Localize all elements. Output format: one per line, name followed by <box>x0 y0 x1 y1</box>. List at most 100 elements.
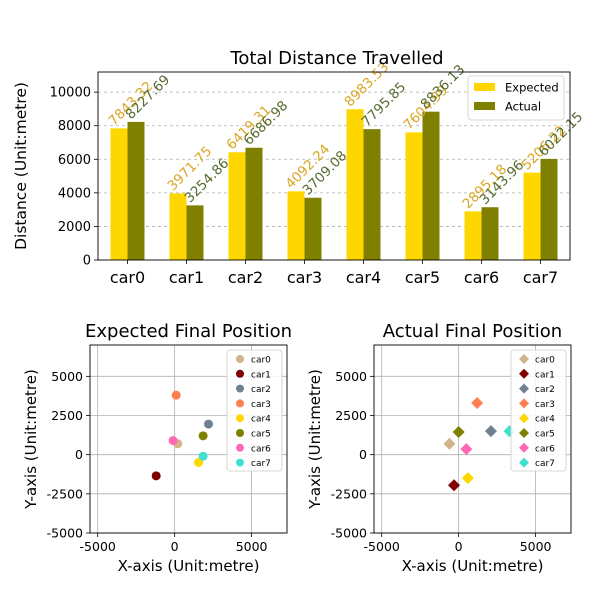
legend-label: car1 <box>251 370 271 380</box>
y-tick-label: 2000 <box>58 220 91 235</box>
y-tick-label: 2500 <box>51 408 83 423</box>
x-tick-label: car0 <box>110 268 145 287</box>
x-tick-label: car1 <box>169 268 204 287</box>
point-car4 <box>194 458 204 467</box>
chart-title: Expected Final Position <box>85 321 292 342</box>
x-tick-label: car5 <box>405 268 440 287</box>
legend-marker-car5 <box>519 428 529 438</box>
y-tick-label: -5000 <box>331 526 367 541</box>
y-axis-label: Y-axis (Unit:metre) <box>306 369 324 510</box>
legend-marker-car2 <box>236 384 244 393</box>
legend-label: car7 <box>251 459 271 469</box>
legend-marker-car3 <box>236 399 244 408</box>
legend-marker-car5 <box>236 429 244 437</box>
point-car1 <box>448 479 461 492</box>
chart-title: Total Distance Travelled <box>229 48 443 69</box>
legend-label: car7 <box>535 459 555 469</box>
y-tick-label: -5000 <box>47 526 83 541</box>
point-car3 <box>471 396 484 409</box>
legend-label: car5 <box>535 430 555 440</box>
y-tick-label: 6000 <box>58 153 91 168</box>
legend-label: car4 <box>251 415 271 425</box>
chart-title: Actual Final Position <box>383 321 562 342</box>
y-tick-label: 0 <box>83 254 91 269</box>
y-tick-label: 0 <box>75 447 83 462</box>
legend-marker-car0 <box>236 355 244 363</box>
legend-marker-car3 <box>519 398 529 409</box>
legend-marker-car0 <box>519 354 529 364</box>
bar-actual-car1 <box>186 205 204 260</box>
point-car5 <box>198 431 208 441</box>
legend-label: car0 <box>251 356 271 366</box>
plot-frame <box>97 71 571 261</box>
bar-actual-car4 <box>363 129 381 260</box>
bar-actual-car6 <box>481 207 499 260</box>
y-tick-label: 0 <box>359 447 367 462</box>
legend-label: car2 <box>535 385 555 395</box>
x-tick-label: 5000 <box>236 539 268 554</box>
legend-marker-car4 <box>236 414 244 423</box>
point-car0 <box>443 437 456 450</box>
bar-actual-car7 <box>540 158 558 260</box>
y-tick-label: 2500 <box>335 408 367 423</box>
legend-box <box>226 349 283 472</box>
bar-expected-car5 <box>405 132 423 260</box>
y-tick-label: 5000 <box>335 369 367 384</box>
x-tick-label: 5000 <box>520 539 552 554</box>
legend-label: car1 <box>535 370 555 380</box>
x-tick-label: car3 <box>287 268 322 287</box>
legend-swatch-expected <box>474 83 495 91</box>
legend-label: car3 <box>535 400 555 410</box>
point-car6 <box>168 436 178 446</box>
bar-expected-car2 <box>228 152 246 260</box>
legend-label: car3 <box>251 400 271 410</box>
point-car7 <box>198 451 208 461</box>
bar-actual-car0 <box>127 121 145 260</box>
x-tick-label: 0 <box>171 539 179 554</box>
bar-expected-car4 <box>346 109 364 260</box>
x-tick-label: car2 <box>228 268 263 287</box>
legend-marker-car6 <box>236 443 244 452</box>
legend-swatch-actual <box>474 102 495 110</box>
legend-marker-car6 <box>519 442 529 453</box>
bar-expected-car1 <box>169 193 187 260</box>
legend-label: car6 <box>251 444 271 454</box>
point-car2 <box>204 419 214 429</box>
legend-marker-car4 <box>519 413 529 424</box>
point-car4 <box>461 472 474 485</box>
bar-expected-car3 <box>287 191 305 260</box>
y-tick-label: -2500 <box>47 486 83 501</box>
y-axis-label: Distance (Unit:metre) <box>12 82 30 250</box>
legend-label: Actual <box>505 100 541 114</box>
bar-expected-car6 <box>464 211 482 260</box>
plot-frame <box>373 344 572 534</box>
x-tick-label: car6 <box>464 268 499 287</box>
x-tick-label: car4 <box>346 268 381 287</box>
legend-label: car2 <box>251 385 271 395</box>
x-axis-label: X-axis (Unit:metre) <box>118 557 260 575</box>
legend-label: Expected <box>505 81 559 95</box>
legend-label: car4 <box>535 415 555 425</box>
legend-label: car6 <box>535 444 555 454</box>
bar-actual-car5 <box>422 111 440 260</box>
bar-actual-car2 <box>245 147 263 260</box>
legend-marker-car2 <box>519 383 529 394</box>
x-axis-label: X-axis (Unit:metre) <box>402 557 544 575</box>
bar-actual-car3 <box>304 197 322 260</box>
y-tick-label: 5000 <box>51 369 83 384</box>
point-car6 <box>460 443 473 456</box>
plot-frame <box>89 344 288 534</box>
bar-value-label: 8836.13 <box>418 62 469 113</box>
y-tick-label: -2500 <box>331 486 367 501</box>
bar-expected-car0 <box>110 128 128 260</box>
x-tick-label: 0 <box>455 539 463 554</box>
point-car2 <box>484 425 497 438</box>
legend-marker-car7 <box>519 457 529 468</box>
legend-marker-car1 <box>519 368 529 379</box>
x-tick-label: car7 <box>523 268 558 287</box>
bar-expected-car7 <box>523 172 541 260</box>
legend-marker-car1 <box>236 369 244 378</box>
y-tick-label: 4000 <box>58 186 91 201</box>
